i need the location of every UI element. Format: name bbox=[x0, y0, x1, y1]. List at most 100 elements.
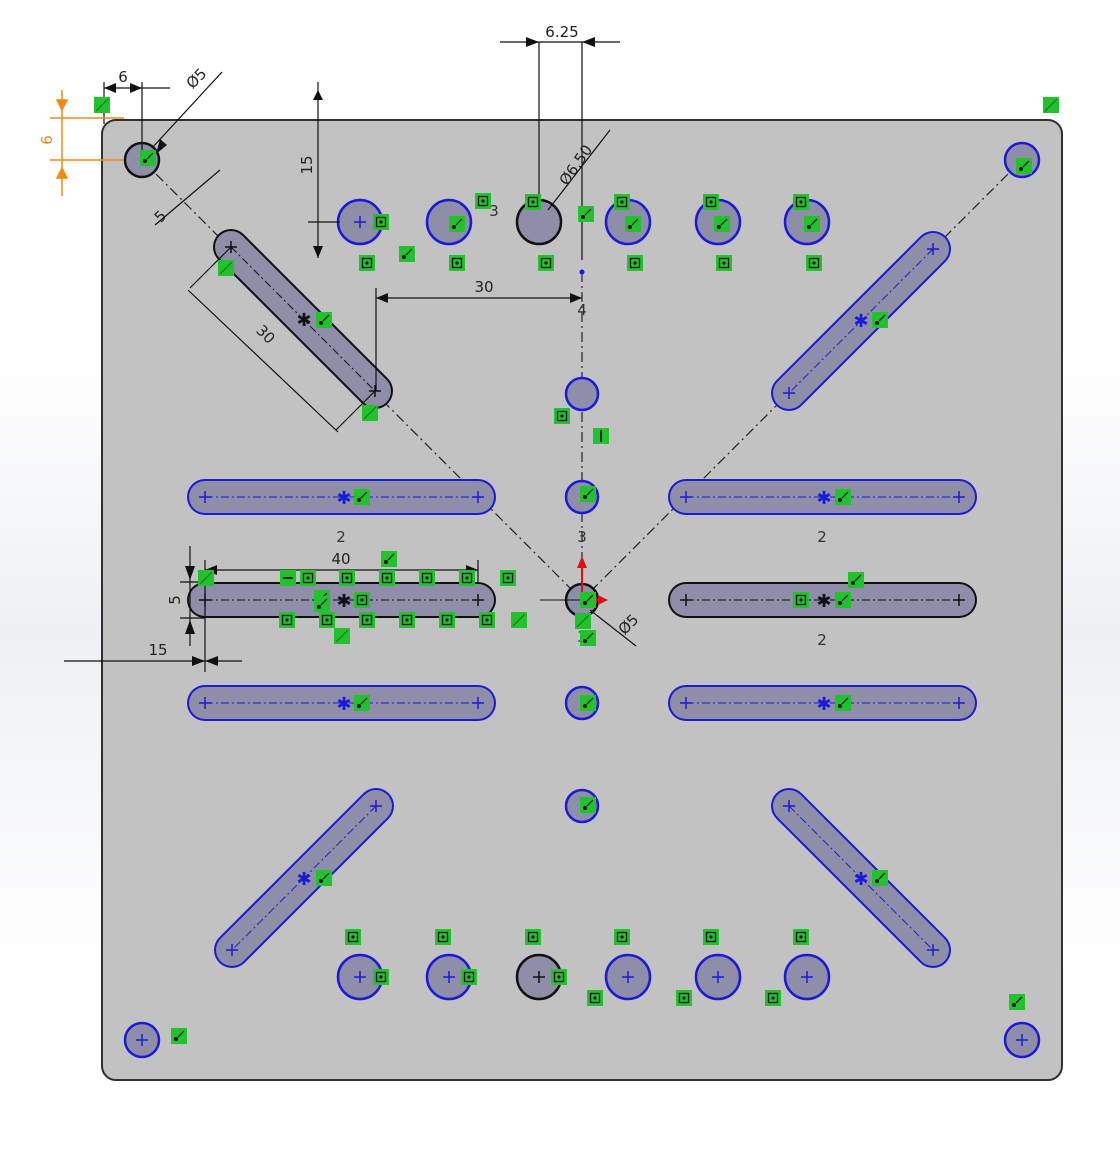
relation-icon-42[interactable] bbox=[354, 592, 370, 608]
dim-corner-y[interactable]: 6 bbox=[38, 135, 56, 145]
relation-icon-33[interactable] bbox=[198, 570, 214, 586]
relation-icon-64[interactable] bbox=[435, 929, 451, 945]
relation-icon-59[interactable] bbox=[580, 695, 596, 711]
construction-lines bbox=[141, 159, 1023, 601]
relation-icon-8[interactable] bbox=[614, 194, 630, 210]
relation-icon-38[interactable] bbox=[419, 570, 435, 586]
relation-icon-50[interactable] bbox=[439, 612, 455, 628]
relation-icon-6[interactable] bbox=[525, 194, 541, 210]
relation-icon-17[interactable] bbox=[449, 255, 465, 271]
relation-icon-67[interactable] bbox=[703, 929, 719, 945]
relation-icon-9[interactable] bbox=[625, 216, 641, 232]
relation-icon-10[interactable] bbox=[703, 194, 719, 210]
relation-icon-4[interactable] bbox=[373, 214, 389, 230]
relation-icon-35[interactable] bbox=[300, 570, 316, 586]
svg-text:✱: ✱ bbox=[296, 869, 311, 890]
relation-icon-72[interactable] bbox=[587, 990, 603, 1006]
relation-icon-68[interactable] bbox=[793, 929, 809, 945]
relation-icon-51[interactable] bbox=[479, 612, 495, 628]
relation-icon-31[interactable] bbox=[381, 551, 397, 567]
relation-icon-61[interactable] bbox=[316, 870, 332, 886]
relation-icon-43[interactable] bbox=[793, 592, 809, 608]
relation-icon-76[interactable] bbox=[1009, 994, 1025, 1010]
relation-icon-54[interactable] bbox=[314, 596, 330, 612]
relation-icon-24[interactable] bbox=[872, 312, 888, 328]
relation-icon-37[interactable] bbox=[379, 570, 395, 586]
relation-icon-62[interactable] bbox=[872, 870, 888, 886]
relation-icon-30[interactable] bbox=[835, 489, 851, 505]
dim-corner-x[interactable]: 6 bbox=[118, 68, 128, 86]
relation-icon-23[interactable] bbox=[316, 312, 332, 328]
relation-icon-48[interactable] bbox=[359, 612, 375, 628]
relation-icon-53[interactable] bbox=[575, 613, 591, 629]
dim-top-offset[interactable]: 15 bbox=[298, 155, 316, 174]
relation-icon-57[interactable] bbox=[354, 695, 370, 711]
dim-corner-hole-dia[interactable]: Ø5 bbox=[183, 65, 211, 93]
relation-icon-26[interactable] bbox=[554, 408, 570, 424]
relation-icon-34[interactable] bbox=[280, 570, 296, 586]
relation-icon-19[interactable] bbox=[627, 255, 643, 271]
relation-icon-73[interactable] bbox=[676, 990, 692, 1006]
dim-slot-offset-h[interactable]: 15 bbox=[148, 641, 167, 659]
relation-icon-28[interactable] bbox=[580, 486, 596, 502]
diagonal-slot-top-left[interactable] bbox=[213, 229, 393, 409]
relation-icon-75[interactable] bbox=[171, 1028, 187, 1044]
relation-icon-63[interactable] bbox=[345, 929, 361, 945]
relation-icon-16[interactable] bbox=[399, 246, 415, 262]
relation-icon-52[interactable] bbox=[511, 612, 527, 628]
relation-icon-25[interactable] bbox=[362, 405, 378, 421]
relation-icon-36[interactable] bbox=[339, 570, 355, 586]
sketch-relations[interactable] bbox=[94, 97, 1059, 1044]
relation-icon-20[interactable] bbox=[716, 255, 732, 271]
diagonal-slot-top-right[interactable] bbox=[771, 231, 951, 411]
relation-icon-58[interactable] bbox=[835, 695, 851, 711]
relation-icon-39[interactable] bbox=[459, 570, 475, 586]
relation-icon-3[interactable] bbox=[1016, 158, 1032, 174]
dim-hole-spacing[interactable]: 6.25 bbox=[545, 23, 578, 41]
relation-icon-15[interactable] bbox=[359, 255, 375, 271]
diagonal-slot-bottom-left[interactable] bbox=[214, 788, 394, 968]
relation-icon-71[interactable] bbox=[551, 969, 567, 985]
relation-icon-47[interactable] bbox=[319, 612, 335, 628]
svg-text:✱: ✱ bbox=[853, 311, 868, 332]
relation-icon-12[interactable] bbox=[793, 194, 809, 210]
relation-icon-11[interactable] bbox=[714, 216, 730, 232]
dim-slot-width-h[interactable]: 5 bbox=[166, 595, 184, 605]
relation-icon-2[interactable] bbox=[140, 150, 156, 166]
relation-icon-65[interactable] bbox=[525, 929, 541, 945]
diagonal-slot-bottom-right[interactable] bbox=[771, 788, 951, 968]
relation-icon-49[interactable] bbox=[399, 612, 415, 628]
label-count-right-lower: 2 bbox=[817, 631, 827, 649]
relation-icon-69[interactable] bbox=[373, 969, 389, 985]
relation-icon-7[interactable] bbox=[578, 206, 594, 222]
relation-icon-56[interactable] bbox=[580, 630, 596, 646]
label-count-mid: 3 bbox=[577, 528, 587, 546]
relation-icon-0[interactable] bbox=[94, 97, 110, 113]
relation-icon-29[interactable] bbox=[354, 489, 370, 505]
relation-icon-1[interactable] bbox=[1043, 97, 1059, 113]
relation-icon-32[interactable] bbox=[848, 572, 864, 588]
relation-icon-5[interactable] bbox=[449, 216, 465, 232]
relation-icon-55[interactable] bbox=[334, 628, 350, 644]
relation-icon-46[interactable] bbox=[279, 612, 295, 628]
relation-icon-27[interactable] bbox=[593, 428, 609, 444]
relation-icon-21[interactable] bbox=[806, 255, 822, 271]
relation-icon-45[interactable] bbox=[580, 592, 596, 608]
relation-icon-60[interactable] bbox=[580, 797, 596, 813]
relation-icon-44[interactable] bbox=[835, 592, 851, 608]
relation-icon-22[interactable] bbox=[218, 260, 234, 276]
dim-slot-length-h[interactable]: 40 bbox=[331, 550, 350, 568]
svg-text:✱: ✱ bbox=[853, 869, 868, 890]
relation-icon-18[interactable] bbox=[538, 255, 554, 271]
relation-icon-74[interactable] bbox=[765, 990, 781, 1006]
relation-icon-13[interactable] bbox=[804, 216, 820, 232]
relation-icon-66[interactable] bbox=[614, 929, 630, 945]
dim-center-to-slot[interactable]: 30 bbox=[474, 278, 493, 296]
relation-icon-40[interactable] bbox=[500, 570, 516, 586]
relation-icon-70[interactable] bbox=[461, 969, 477, 985]
relation-icon-14[interactable] bbox=[475, 193, 491, 209]
svg-text:✱: ✱ bbox=[336, 488, 351, 509]
label-count-left: 2 bbox=[336, 528, 346, 546]
